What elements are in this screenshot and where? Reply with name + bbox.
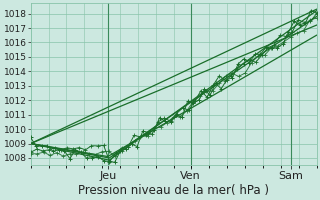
X-axis label: Pression niveau de la mer( hPa ): Pression niveau de la mer( hPa ) xyxy=(78,184,269,197)
